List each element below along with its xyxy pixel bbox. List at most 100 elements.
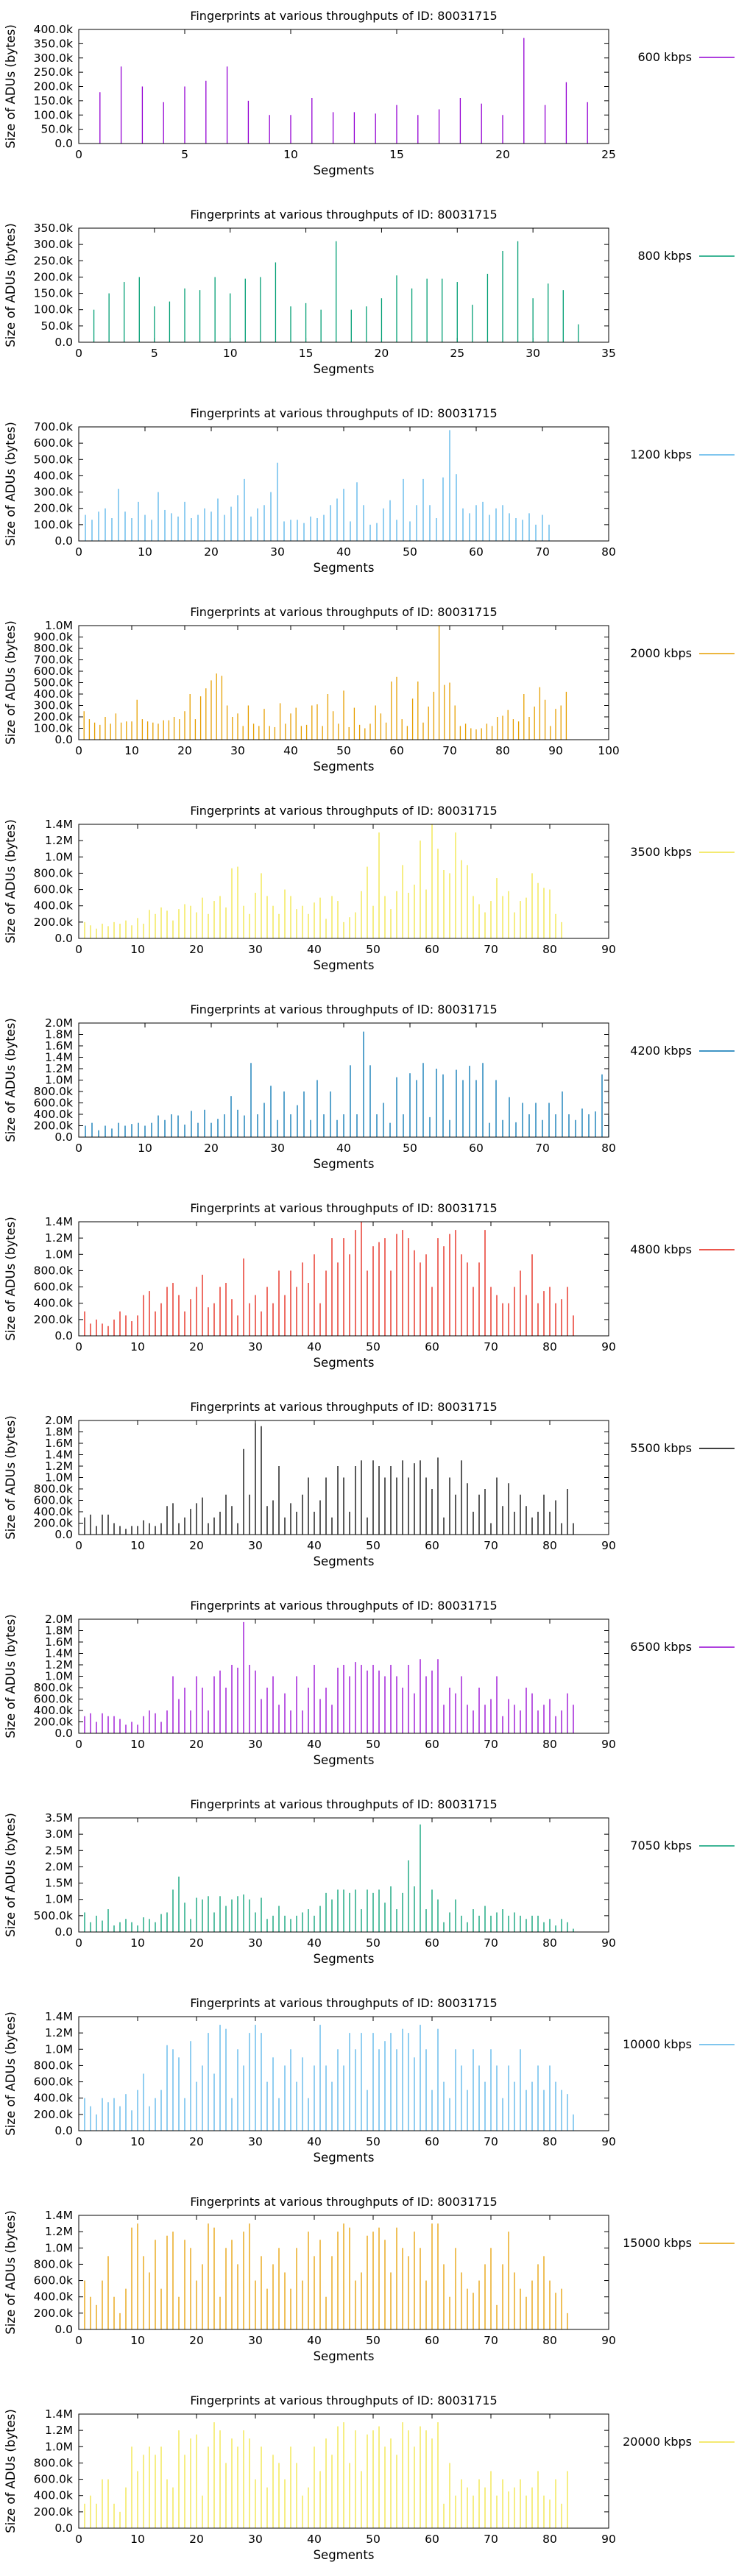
y-tick-label: 400.0k: [34, 1297, 73, 1310]
y-tick-label: 300.0k: [34, 52, 73, 65]
y-tick-label: 350.0k: [34, 37, 73, 50]
y-tick-label: 150.0k: [34, 287, 73, 300]
chart-title: Fingerprints at various throughputs of I…: [190, 605, 497, 619]
x-tick-label: 90: [601, 2533, 616, 2546]
y-tick-label: 1.2M: [45, 1231, 73, 1245]
chart-title: Fingerprints at various throughputs of I…: [190, 1002, 497, 1016]
x-tick-label: 70: [484, 2334, 498, 2347]
legend-label: 1200 kbps: [630, 447, 692, 461]
x-tick-label: 80: [542, 1936, 557, 1950]
x-tick-label: 10: [130, 2334, 145, 2347]
x-tick-label: 10: [130, 1539, 145, 1552]
y-tick-label: 600.0k: [34, 1281, 73, 1294]
y-tick-label: 1.2M: [45, 834, 73, 847]
x-tick-label: 10: [223, 347, 238, 360]
chart-panel: Fingerprints at various throughputs of I…: [4, 406, 735, 575]
y-axis-label: Size of ADUs (bytes): [4, 819, 18, 944]
x-tick-label: 0: [75, 1738, 82, 1751]
legend-label: 800 kbps: [637, 249, 692, 263]
y-axis-label: Size of ADUs (bytes): [4, 2409, 18, 2533]
x-tick-label: 20: [204, 1142, 219, 1155]
x-tick-label: 20: [177, 744, 192, 757]
x-tick-label: 20: [189, 2533, 204, 2546]
chart-panel: Fingerprints at various throughputs of I…: [4, 1599, 735, 1767]
x-tick-label: 50: [366, 1738, 381, 1751]
x-tick-label: 70: [484, 2533, 498, 2546]
x-tick-label: 40: [307, 2334, 322, 2347]
x-tick-label: 40: [283, 744, 298, 757]
y-tick-label: 600.0k: [34, 1097, 73, 1110]
x-tick-label: 40: [307, 2135, 322, 2148]
chart-panel: Fingerprints at various throughputs of I…: [4, 2195, 735, 2363]
chart-panel: Fingerprints at various throughputs of I…: [4, 2393, 735, 2562]
x-tick-label: 60: [425, 2334, 439, 2347]
chart-panel: Fingerprints at various throughputs of I…: [4, 1400, 735, 1568]
y-tick-label: 0.0: [54, 733, 73, 746]
y-tick-label: 400.0k: [34, 2489, 73, 2502]
x-tick-label: 0: [75, 1142, 82, 1155]
x-tick-label: 70: [484, 1936, 498, 1950]
x-tick-label: 50: [336, 744, 351, 757]
x-axis-label: Segments: [314, 1753, 375, 1767]
x-tick-label: 40: [307, 2533, 322, 2546]
y-tick-label: 400.0k: [34, 23, 73, 36]
x-tick-label: 80: [542, 2334, 557, 2347]
x-tick-label: 10: [138, 1142, 152, 1155]
y-tick-label: 500.0k: [34, 453, 73, 466]
y-tick-label: 0.0: [54, 1329, 73, 1342]
x-tick-label: 40: [307, 1340, 322, 1354]
x-tick-label: 50: [366, 1539, 381, 1552]
y-tick-label: 50.0k: [41, 123, 74, 136]
legend-label: 15000 kbps: [623, 2236, 692, 2250]
x-tick-label: 50: [366, 1936, 381, 1950]
y-tick-label: 600.0k: [34, 883, 73, 896]
x-tick-label: 30: [248, 943, 263, 956]
y-tick-label: 400.0k: [34, 687, 73, 701]
x-tick-label: 30: [230, 744, 245, 757]
x-tick-label: 20: [204, 545, 219, 559]
x-axis-label: Segments: [314, 561, 375, 575]
y-tick-label: 1.0M: [45, 1074, 73, 1087]
x-tick-label: 90: [601, 1340, 616, 1354]
x-tick-label: 20: [189, 1738, 204, 1751]
x-tick-label: 25: [601, 148, 616, 161]
y-tick-label: 1.4M: [45, 2407, 73, 2421]
y-axis-label: Size of ADUs (bytes): [4, 2210, 18, 2335]
x-tick-label: 30: [248, 2135, 263, 2148]
x-tick-label: 35: [601, 347, 616, 360]
x-tick-label: 40: [307, 1936, 322, 1950]
y-tick-label: 1.8M: [45, 1028, 73, 1041]
x-tick-label: 25: [450, 347, 464, 360]
y-tick-label: 400.0k: [34, 2092, 73, 2105]
chart-panel: Fingerprints at various throughputs of I…: [4, 1201, 735, 1370]
y-tick-label: 1.8M: [45, 1426, 73, 1439]
x-tick-label: 50: [366, 2135, 381, 2148]
y-tick-label: 1.0M: [45, 2440, 73, 2453]
plot-frame: [78, 625, 609, 740]
y-tick-label: 600.0k: [34, 1494, 73, 1507]
legend-label: 7050 kbps: [630, 1839, 692, 1853]
y-tick-label: 2.0M: [45, 1016, 73, 1030]
y-tick-label: 1.6M: [45, 1635, 73, 1649]
x-tick-label: 60: [389, 744, 404, 757]
x-tick-label: 0: [75, 2135, 82, 2148]
x-tick-label: 60: [425, 943, 439, 956]
y-tick-label: 1.8M: [45, 1624, 73, 1638]
x-tick-label: 10: [130, 1738, 145, 1751]
y-tick-label: 1.0M: [45, 1670, 73, 1683]
x-tick-label: 20: [189, 1340, 204, 1354]
y-tick-label: 400.0k: [34, 1704, 73, 1717]
x-tick-label: 60: [425, 2533, 439, 2546]
x-axis-label: Segments: [314, 163, 375, 177]
y-tick-label: 150.0k: [34, 94, 73, 107]
x-tick-label: 30: [248, 2533, 263, 2546]
y-tick-label: 800.0k: [34, 1264, 73, 1277]
x-tick-label: 50: [366, 1340, 381, 1354]
legend-label: 2000 kbps: [630, 646, 692, 660]
x-tick-label: 70: [484, 943, 498, 956]
chart-title: Fingerprints at various throughputs of I…: [190, 1996, 497, 2010]
x-tick-label: 60: [425, 2135, 439, 2148]
chart-panel: Fingerprints at various throughputs of I…: [4, 1797, 735, 1966]
x-tick-label: 15: [389, 148, 404, 161]
y-tick-label: 1.0M: [45, 1471, 73, 1485]
